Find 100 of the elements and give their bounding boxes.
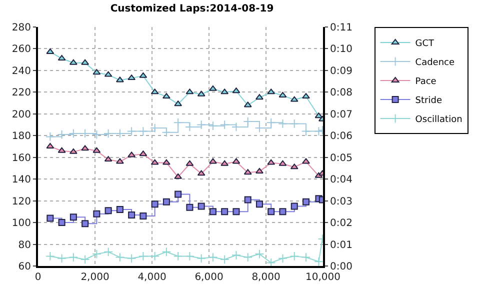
x-tick-label: 10,000 bbox=[306, 272, 340, 283]
y2-tick-label: 0:03 bbox=[330, 196, 352, 208]
point bbox=[45, 132, 55, 142]
point bbox=[186, 204, 194, 211]
point bbox=[46, 48, 54, 54]
point bbox=[197, 170, 206, 176]
y2-tick-label: 0:04 bbox=[330, 174, 352, 186]
y2-tick-label: 0:07 bbox=[330, 109, 352, 120]
y2-tick-label: 0:01 bbox=[330, 240, 352, 251]
point bbox=[174, 173, 182, 179]
point bbox=[290, 118, 300, 128]
point bbox=[198, 202, 205, 210]
point bbox=[151, 200, 158, 208]
y2-tick-label: 0:00 bbox=[330, 262, 352, 272]
point bbox=[139, 150, 148, 156]
point bbox=[173, 252, 183, 261]
point bbox=[128, 152, 136, 158]
point bbox=[290, 202, 298, 210]
point bbox=[278, 118, 288, 128]
point bbox=[314, 126, 323, 136]
point bbox=[232, 88, 240, 94]
point bbox=[116, 206, 124, 214]
legend-label: Cadence bbox=[415, 58, 455, 68]
y-tick-label: 260 bbox=[12, 44, 31, 56]
point bbox=[196, 120, 206, 130]
point bbox=[314, 256, 323, 266]
point bbox=[186, 88, 194, 94]
point bbox=[256, 94, 264, 100]
point bbox=[290, 96, 298, 102]
y-tick-label: 220 bbox=[12, 88, 31, 99]
point bbox=[209, 85, 217, 91]
point bbox=[220, 254, 230, 264]
point bbox=[104, 207, 112, 214]
point bbox=[126, 126, 136, 136]
point bbox=[58, 147, 66, 153]
y-tick-label: 120 bbox=[12, 196, 31, 208]
point bbox=[115, 252, 125, 262]
point bbox=[302, 158, 310, 164]
point bbox=[46, 214, 54, 222]
point bbox=[70, 214, 77, 221]
point bbox=[209, 208, 216, 216]
x-tick-label: 8,000 bbox=[252, 272, 280, 283]
y2-tick-label: 0:11 bbox=[330, 22, 352, 34]
point bbox=[301, 252, 311, 262]
point bbox=[81, 145, 90, 151]
point bbox=[220, 88, 229, 94]
y2-tick-label: 0:08 bbox=[330, 88, 352, 99]
point bbox=[232, 158, 240, 164]
y-tick-label: 60 bbox=[18, 262, 31, 272]
legend-label: Stride bbox=[415, 96, 442, 106]
point bbox=[244, 102, 252, 108]
point bbox=[290, 252, 300, 261]
point bbox=[244, 196, 252, 204]
point bbox=[208, 121, 218, 131]
x-tick-label: 6,000 bbox=[194, 272, 224, 283]
legend-label: GCT bbox=[415, 39, 435, 50]
point bbox=[302, 198, 310, 206]
point bbox=[138, 126, 148, 136]
point bbox=[244, 169, 252, 175]
point bbox=[209, 158, 217, 164]
y-tick-label: 240 bbox=[12, 66, 31, 77]
point bbox=[128, 211, 136, 218]
point bbox=[162, 198, 170, 206]
legend-label: Pace bbox=[415, 77, 437, 88]
point bbox=[268, 208, 275, 216]
point bbox=[93, 210, 100, 218]
point bbox=[279, 208, 286, 216]
x-tick-label: 4,000 bbox=[138, 272, 166, 283]
x-tick-label: 0 bbox=[34, 272, 42, 283]
legend-label: Oscillation bbox=[415, 115, 462, 126]
point bbox=[162, 93, 170, 99]
y2-tick-label: 0:05 bbox=[330, 152, 352, 164]
point bbox=[104, 156, 112, 162]
y2-tick-label: 0:02 bbox=[330, 218, 352, 230]
point bbox=[139, 72, 148, 78]
point bbox=[162, 159, 170, 165]
point bbox=[278, 254, 288, 264]
point bbox=[256, 168, 264, 174]
point bbox=[196, 254, 206, 264]
y-tick-label: 80 bbox=[18, 240, 31, 251]
point bbox=[232, 208, 240, 216]
point bbox=[266, 258, 276, 266]
point bbox=[173, 118, 183, 128]
point bbox=[290, 164, 298, 170]
y-tick-label: 280 bbox=[12, 22, 31, 34]
point bbox=[57, 254, 66, 264]
point bbox=[266, 118, 276, 128]
point bbox=[69, 148, 78, 154]
point bbox=[186, 160, 194, 166]
point bbox=[208, 252, 218, 262]
y-tick-label: 200 bbox=[12, 109, 31, 120]
chart-title: Customized Laps:2014-08-19 bbox=[110, 3, 274, 14]
point bbox=[267, 88, 276, 94]
point bbox=[81, 59, 90, 65]
point bbox=[45, 252, 55, 261]
point bbox=[174, 100, 182, 106]
y-tick-label: 140 bbox=[12, 174, 31, 186]
point bbox=[116, 76, 124, 82]
point bbox=[256, 200, 263, 208]
point bbox=[278, 92, 287, 98]
